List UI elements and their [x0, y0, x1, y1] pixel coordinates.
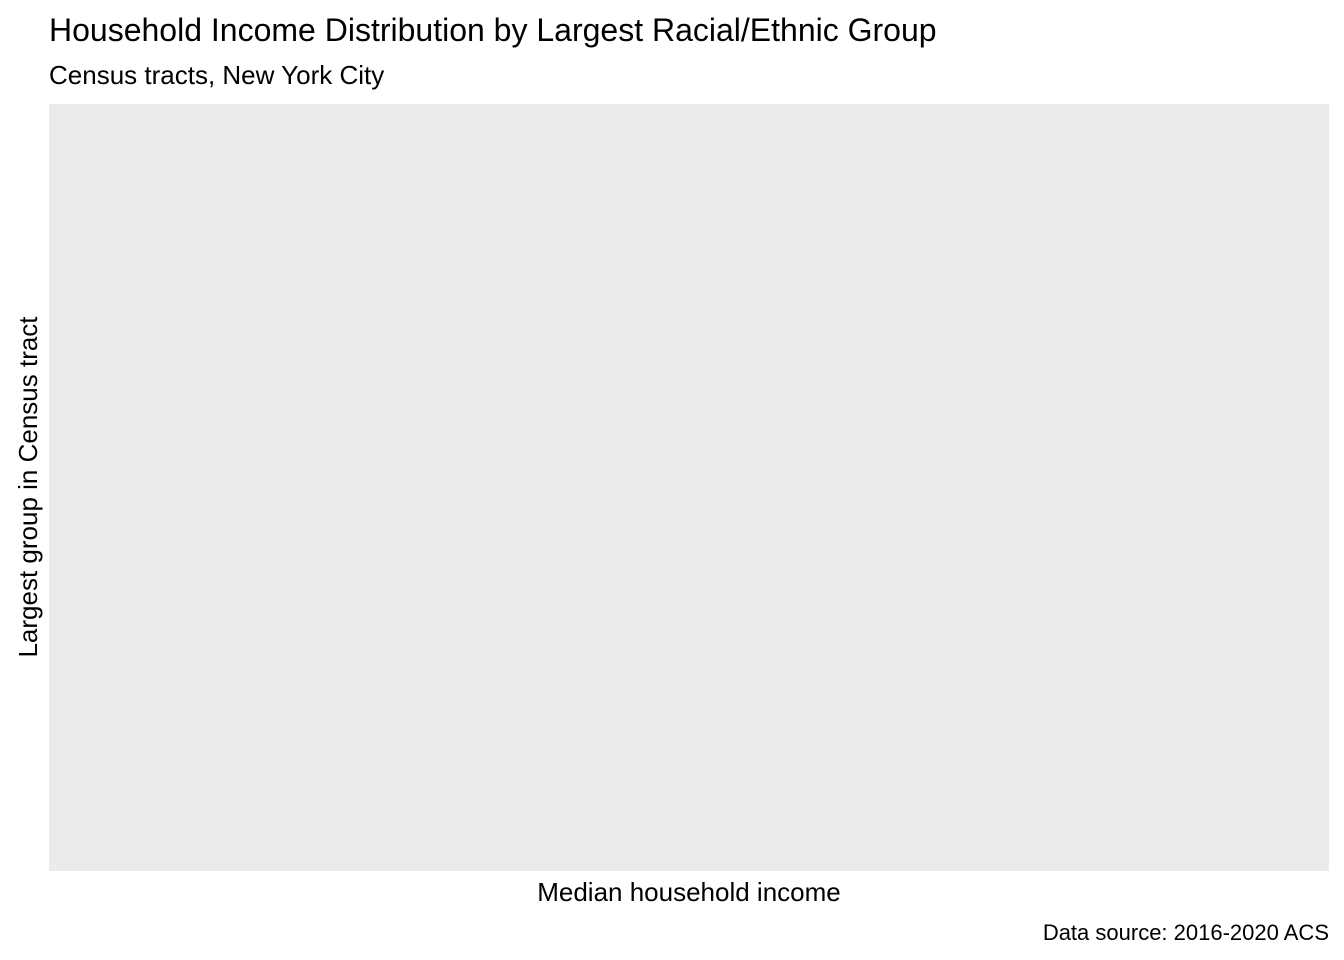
plot-panel [49, 104, 1329, 871]
chart-title: Household Income Distribution by Largest… [49, 12, 937, 48]
chart-subtitle: Census tracts, New York City [49, 60, 385, 90]
y-axis-title: Largest group in Census tract [13, 316, 43, 658]
plot-area [49, 104, 1329, 871]
x-axis-title: Median household income [537, 877, 841, 907]
chart-caption: Data source: 2016-2020 ACS [1042, 920, 1329, 945]
